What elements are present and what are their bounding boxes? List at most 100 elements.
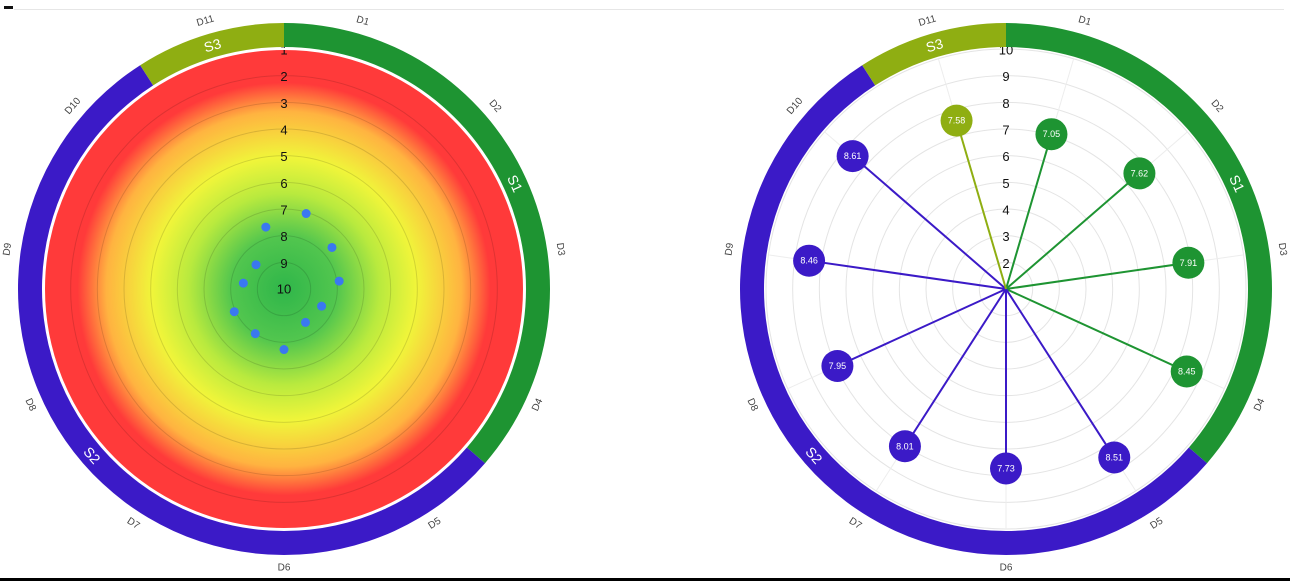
direction-label-d11: D11: [917, 13, 937, 29]
radial-tick-9: 9: [1002, 69, 1009, 84]
direction-label-d5: D5: [426, 515, 443, 531]
stem-d9: [808, 259, 1007, 290]
bubble-label-d7: 8.01: [896, 441, 914, 451]
direction-label-d7: D7: [847, 516, 864, 532]
point-d3[interactable]: [334, 276, 344, 286]
radial-tick-2: 2: [280, 69, 287, 84]
bubble-label-d10: 8.61: [844, 151, 862, 161]
point-d4[interactable]: [317, 301, 327, 311]
bubble-label-d11: 7.58: [948, 116, 966, 126]
bubble-d2[interactable]: [1123, 157, 1156, 190]
top-divider: [14, 9, 1284, 10]
point-d6[interactable]: [279, 345, 289, 355]
bubble-label-d2: 7.62: [1131, 168, 1149, 178]
radial-tick-9: 9: [280, 256, 287, 271]
stem-d8: [836, 288, 1007, 367]
bubble-label-d5: 8.51: [1106, 452, 1124, 462]
segment-label-s3: S3: [924, 35, 945, 55]
direction-label-d3: D3: [1276, 242, 1289, 257]
bottom-divider: [0, 578, 1290, 581]
point-d5[interactable]: [300, 317, 310, 327]
point-d10[interactable]: [251, 260, 261, 270]
direction-label-d8: D8: [23, 397, 38, 414]
radial-tick-5: 5: [280, 149, 287, 164]
grid-ring-4: [123, 128, 445, 450]
segment-arc-s1: [284, 23, 551, 464]
radial-tick-3: 3: [1002, 229, 1009, 244]
direction-label-d4: D4: [530, 396, 545, 413]
point-d9[interactable]: [238, 278, 248, 288]
direction-label-d2: D2: [1209, 98, 1226, 115]
stem-d7: [904, 288, 1007, 447]
direction-label-d10: D10: [785, 95, 806, 116]
segment-arc-s3: [862, 23, 1006, 86]
point-d2[interactable]: [327, 242, 337, 252]
radial-tick-10: 10: [277, 282, 291, 297]
bubble-d8[interactable]: [821, 349, 854, 382]
direction-label-d11: D11: [195, 13, 215, 29]
segment-label-s1: S1: [1226, 172, 1248, 194]
stem-d1: [1005, 133, 1053, 290]
bubble-label-d3: 7.91: [1180, 258, 1198, 268]
bubble-d9[interactable]: [793, 244, 826, 277]
top-left-mark: [4, 6, 13, 9]
bubble-label-d9: 8.46: [800, 256, 818, 266]
stem-d5: [1005, 288, 1116, 459]
stem-d2: [1005, 172, 1141, 290]
grid-ring-5: [150, 155, 418, 423]
direction-label-d7: D7: [125, 516, 142, 532]
bubble-d11[interactable]: [940, 104, 973, 137]
direction-label-d8: D8: [745, 397, 760, 414]
stem-d3: [1005, 261, 1189, 290]
direction-label-d5: D5: [1148, 515, 1165, 531]
point-d7[interactable]: [250, 329, 260, 339]
direction-label-d6: D6: [1000, 563, 1013, 574]
direction-label-d10: D10: [63, 95, 84, 116]
point-d8[interactable]: [229, 307, 239, 317]
grid-ring-9: [256, 261, 312, 317]
radial-tick-7: 7: [280, 203, 287, 218]
radial-heatmap-chart: 12345678910S1S2S3D1D2D3D4D5D6D7D8D9D10D1…: [1, 13, 566, 573]
grid-ring-6: [176, 181, 392, 397]
radial-tick-7: 7: [1002, 123, 1009, 138]
radial-tick-2: 2: [1002, 256, 1009, 271]
stem-d10: [851, 155, 1007, 290]
bubble-d6[interactable]: [990, 452, 1022, 485]
stem-d4: [1005, 288, 1188, 373]
radial-tick-6: 6: [280, 176, 287, 191]
bubble-d3[interactable]: [1172, 246, 1205, 279]
radial-tick-5: 5: [1002, 176, 1009, 191]
bubble-label-d4: 8.45: [1178, 367, 1196, 377]
segment-arc-s3: [140, 23, 284, 86]
direction-label-d3: D3: [554, 242, 567, 257]
grid-ring-8: [230, 235, 338, 343]
bubble-d5[interactable]: [1098, 441, 1131, 474]
grid-ring-7: [203, 208, 365, 370]
radial-tick-4: 4: [1002, 203, 1009, 218]
bubble-d7[interactable]: [888, 430, 921, 463]
bubble-d4[interactable]: [1170, 355, 1203, 388]
direction-label-d9: D9: [723, 242, 736, 257]
segment-arc-s1: [1006, 23, 1272, 464]
stem-d11: [955, 120, 1007, 290]
segment-label-s3: S3: [202, 35, 223, 55]
direction-label-d1: D1: [1077, 14, 1093, 28]
radial-tick-4: 4: [280, 123, 287, 138]
bubble-d10[interactable]: [836, 140, 869, 173]
heatmap-border: [43, 48, 525, 530]
bubble-label-d1: 7.05: [1043, 129, 1061, 139]
direction-label-d4: D4: [1252, 396, 1267, 413]
point-d11[interactable]: [261, 222, 271, 232]
direction-label-d1: D1: [355, 14, 371, 28]
point-d1[interactable]: [301, 209, 311, 219]
segment-label-s1: S1: [504, 172, 526, 194]
bubble-label-d8: 7.95: [829, 361, 847, 371]
bubble-d1[interactable]: [1035, 118, 1068, 151]
direction-label-d6: D6: [278, 563, 291, 574]
radial-tick-8: 8: [1002, 96, 1009, 111]
heatmap-disc: [44, 49, 524, 529]
radial-tick-8: 8: [280, 229, 287, 244]
grid-ring-3: [96, 101, 472, 477]
radial-tick-6: 6: [1002, 149, 1009, 164]
